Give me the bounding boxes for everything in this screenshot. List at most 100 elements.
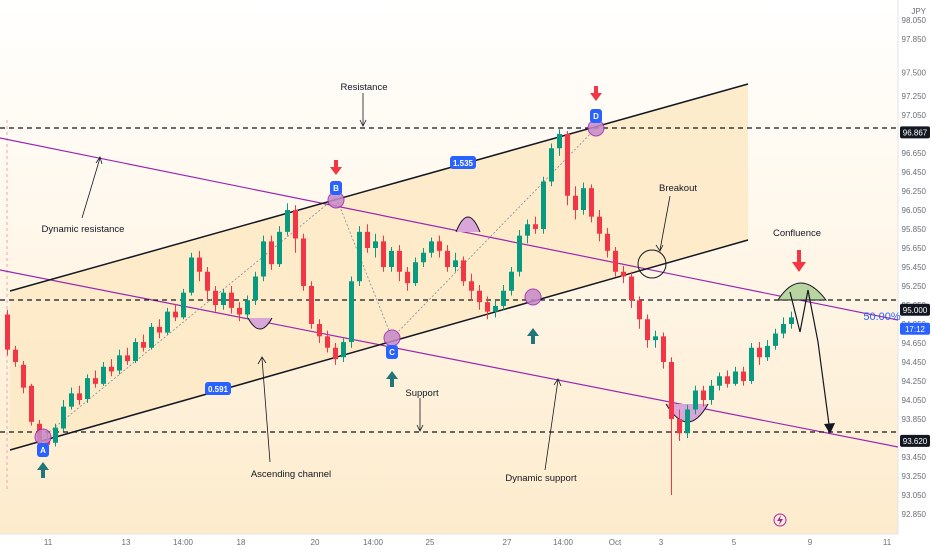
- y-tick-label: 94.450: [902, 358, 927, 367]
- candle-down: [309, 286, 314, 324]
- candle-up: [349, 281, 354, 343]
- candle-down: [333, 347, 338, 360]
- price-tag-box: [900, 434, 930, 447]
- y-tick-label: 93.050: [902, 491, 927, 500]
- projection-arrowhead: [824, 423, 835, 434]
- candle-up: [685, 409, 690, 434]
- candle-down: [533, 224, 538, 229]
- pivot-d-label: D: [593, 112, 599, 121]
- candle-up: [541, 181, 546, 229]
- candle-up: [117, 355, 122, 371]
- y-tick-label: 97.250: [902, 92, 927, 101]
- pivot-a-label: A: [40, 446, 46, 455]
- y-tick-label: 95.450: [902, 263, 927, 272]
- candle-up: [413, 262, 418, 284]
- candle-up: [749, 347, 754, 381]
- price-tag-label: 93.620: [903, 437, 928, 446]
- x-tick-label: 13: [122, 538, 131, 547]
- x-tick-label: Oct: [609, 538, 622, 547]
- candle-down: [613, 250, 618, 272]
- candle-down: [293, 210, 298, 239]
- y-tick-label: 93.250: [902, 472, 927, 481]
- x-tick-label: 14:00: [363, 538, 384, 547]
- candle-up: [773, 333, 778, 346]
- price-tag-label: 17:12: [905, 325, 926, 334]
- up-arrow-c: [386, 371, 398, 387]
- candle-up: [373, 241, 378, 248]
- ratio-badge-1535: 1.535: [450, 156, 476, 169]
- candle-down: [381, 241, 386, 267]
- candle-up: [245, 300, 250, 315]
- x-axis-ticks: 11 13 14:00 18 20 14:00 25 27 14:00 Oct 3 5 9 11: [44, 538, 892, 547]
- candle-up: [525, 224, 530, 236]
- y-tick-label: 94.250: [902, 377, 927, 386]
- pivot-b-label: B: [333, 184, 339, 193]
- candle-down: [93, 378, 98, 384]
- breakout-circle: [637, 249, 667, 279]
- candle-down: [637, 300, 642, 320]
- candle-down: [141, 342, 146, 348]
- candle-up: [253, 276, 258, 301]
- candle-up: [717, 376, 722, 386]
- x-tick-label: 11: [44, 538, 53, 547]
- candle-up: [357, 231, 362, 282]
- currency-label: JPY: [911, 7, 926, 16]
- candle-up: [149, 326, 154, 348]
- candle-down: [13, 349, 18, 362]
- y-tick-label: 93.450: [902, 453, 927, 462]
- ascending-channel-fill: [10, 84, 748, 450]
- candle-down: [605, 233, 610, 251]
- touch-arc-1: [247, 317, 273, 330]
- candle-down: [325, 336, 330, 348]
- candle-up: [693, 390, 698, 410]
- candle-up: [189, 257, 194, 293]
- candle-down: [77, 393, 82, 400]
- ratio-badge-0591: 0.591: [205, 382, 231, 395]
- x-tick-label: 20: [311, 538, 320, 547]
- x-tick-label: 14:00: [173, 538, 194, 547]
- price-tags: 96.867 95.000 17:12 93.620: [900, 126, 930, 447]
- candle-down: [437, 241, 442, 251]
- pivot-b[interactable]: B: [327, 181, 345, 209]
- y-tick-label: 94.050: [902, 396, 927, 405]
- x-axis-panel[interactable]: [0, 534, 932, 550]
- candle-up: [453, 260, 458, 267]
- candle-down: [757, 347, 762, 358]
- pivot-c[interactable]: C: [383, 329, 401, 359]
- label-ascending-channel: Ascending channel: [251, 469, 331, 480]
- candle-down: [173, 311, 178, 318]
- candle-up: [389, 250, 394, 267]
- candle-up: [61, 406, 66, 429]
- candle-up: [653, 336, 658, 341]
- pivot-a[interactable]: A: [34, 428, 52, 457]
- candle-down: [125, 355, 130, 362]
- candle-down: [157, 326, 162, 333]
- y-tick-label: 95.650: [902, 244, 927, 253]
- label-support: Support: [405, 388, 439, 399]
- pivot-d[interactable]: D: [587, 109, 605, 137]
- candle-down: [677, 419, 682, 434]
- down-arrow-confluence: [792, 250, 806, 272]
- candle-down: [445, 250, 450, 267]
- y-tick-label: 93.850: [902, 415, 927, 424]
- y-tick-label: 97.500: [902, 68, 927, 77]
- up-arrow-dynamic-support: [527, 328, 539, 344]
- candle-down: [741, 371, 746, 381]
- candle-down: [317, 324, 322, 337]
- abcd-pattern-line: [42, 127, 597, 438]
- y-tick-label: 96.050: [902, 206, 927, 215]
- candle-up: [765, 345, 770, 358]
- x-tick-label: 9: [808, 538, 813, 547]
- candle-up: [493, 305, 498, 312]
- candle-up: [429, 241, 434, 253]
- candle-up: [509, 271, 514, 291]
- down-arrow-d: [590, 86, 602, 101]
- label-dynamic-support: Dynamic support: [505, 473, 577, 484]
- y-tick-label: 95.850: [902, 225, 927, 234]
- svg-text:1.535: 1.535: [453, 159, 474, 168]
- lightning-icon[interactable]: [773, 513, 787, 527]
- price-tag-label: 95.000: [903, 306, 928, 315]
- candle-up: [557, 134, 562, 149]
- pivot-marker-dynamic-support: [524, 288, 542, 306]
- y-tick-label: 96.250: [902, 187, 927, 196]
